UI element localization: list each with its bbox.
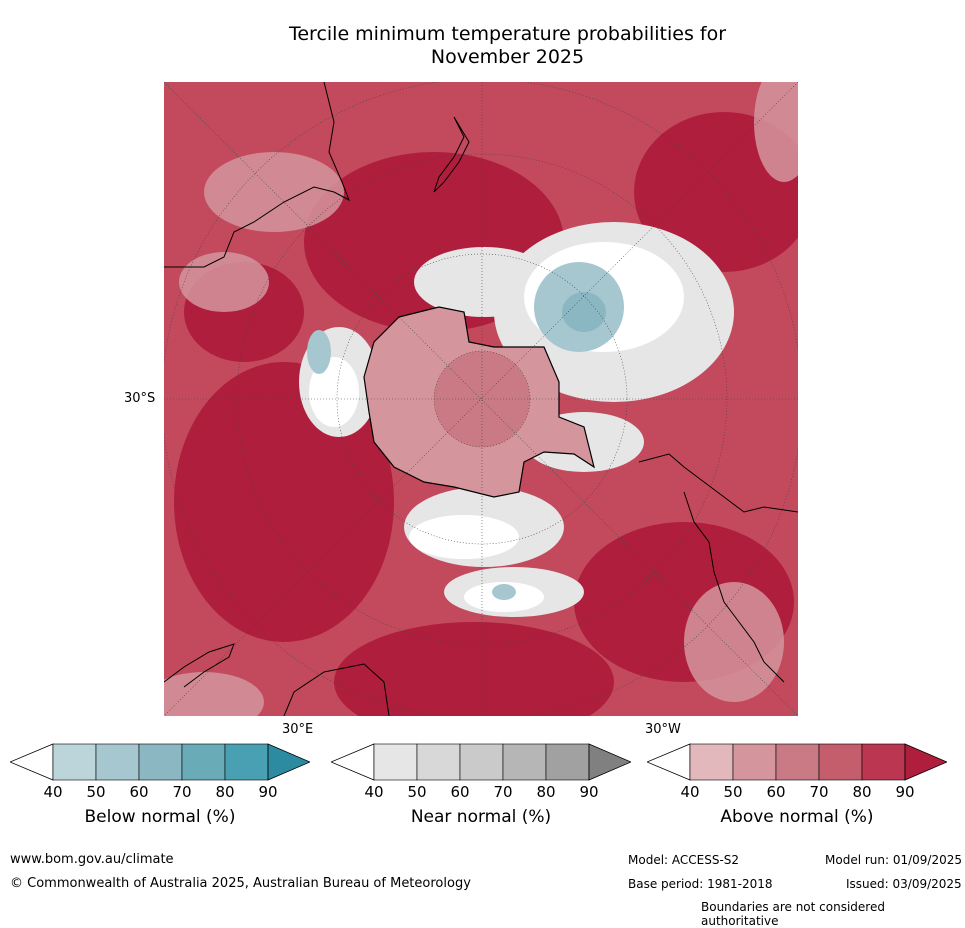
colorbar-segment <box>818 743 863 781</box>
colorbar-tick-label: 80 <box>536 783 556 801</box>
colorbar-max-extend <box>904 743 949 781</box>
probability-map <box>164 82 798 716</box>
colorbar-tick-label: 40 <box>364 783 384 801</box>
colorbar-tick-label: 50 <box>86 783 106 801</box>
colorbar-tick-label: 90 <box>579 783 599 801</box>
colorbar-min-extend <box>645 743 691 781</box>
colorbar-segment <box>861 743 906 781</box>
colorbar-segment <box>181 743 226 781</box>
new-zealand-outline <box>433 116 470 193</box>
colorbar-segment <box>732 743 777 781</box>
colorbar-segment <box>689 743 734 781</box>
colorbar-title: Above normal (%) <box>720 807 874 827</box>
copyright-text: © Commonwealth of Australia 2025, Austra… <box>10 876 471 891</box>
lat-label-30s: 30°S <box>124 391 156 406</box>
colorbar-max-extend <box>588 743 633 781</box>
disclaimer-text: Boundaries are not considered authoritat… <box>701 900 885 928</box>
colorbar-tick-label: 50 <box>723 783 743 801</box>
colorbar-segment <box>459 743 504 781</box>
chart-title-line1: Tercile minimum temperature probabilitie… <box>288 23 727 45</box>
colorbar-tick-label: 60 <box>450 783 470 801</box>
graticule <box>164 82 798 716</box>
colorbar-2 <box>645 743 949 781</box>
colorbar-segment <box>138 743 183 781</box>
issued-date: Issued: 03/09/2025 <box>846 877 962 891</box>
colorbar-segment <box>502 743 547 781</box>
colorbar-max-extend <box>267 743 312 781</box>
chart-title-line2: November 2025 <box>430 46 585 68</box>
colorbar-tick-label: 40 <box>680 783 700 801</box>
colorbar-min-extend <box>329 743 375 781</box>
colorbar-segment <box>416 743 461 781</box>
colorbar-0 <box>8 743 312 781</box>
colorbar-tick-label: 70 <box>172 783 192 801</box>
colorbar-tick-label: 80 <box>852 783 872 801</box>
colorbar-tick-label: 70 <box>493 783 513 801</box>
colorbar-tick-label: 80 <box>215 783 235 801</box>
colorbar-tick-label: 70 <box>809 783 829 801</box>
colorbar-segment <box>545 743 590 781</box>
colorbar-segment <box>224 743 269 781</box>
africa-outline <box>164 643 390 716</box>
colorbar-title: Near normal (%) <box>410 807 552 827</box>
colorbar-segment <box>52 743 97 781</box>
below-normal-core <box>562 292 606 332</box>
base-period: Base period: 1981-2018 <box>628 877 773 891</box>
colorbar-1 <box>329 743 633 781</box>
colorbar-tick-label: 40 <box>43 783 63 801</box>
colorbar-segment <box>95 743 140 781</box>
colorbar-min-extend <box>8 743 54 781</box>
colorbar-tick-label: 60 <box>129 783 149 801</box>
lon-label-30w: 30°W <box>645 722 681 737</box>
model-run-date: Model run: 01/09/2025 <box>825 853 963 867</box>
australia-outline <box>164 82 350 268</box>
lon-label-30e: 30°E <box>282 722 314 737</box>
website-url: www.bom.gov.au/climate <box>10 852 174 867</box>
colorbar-title: Below normal (%) <box>84 807 236 827</box>
colorbar-tick-label: 90 <box>895 783 915 801</box>
colorbar-segment <box>775 743 820 781</box>
colorbar-tick-label: 50 <box>407 783 427 801</box>
colorbar-segment <box>373 743 418 781</box>
model-name: Model: ACCESS-S2 <box>628 853 740 867</box>
colorbar-tick-label: 60 <box>766 783 786 801</box>
south-america-outline <box>638 453 798 683</box>
colorbar-tick-label: 90 <box>258 783 278 801</box>
